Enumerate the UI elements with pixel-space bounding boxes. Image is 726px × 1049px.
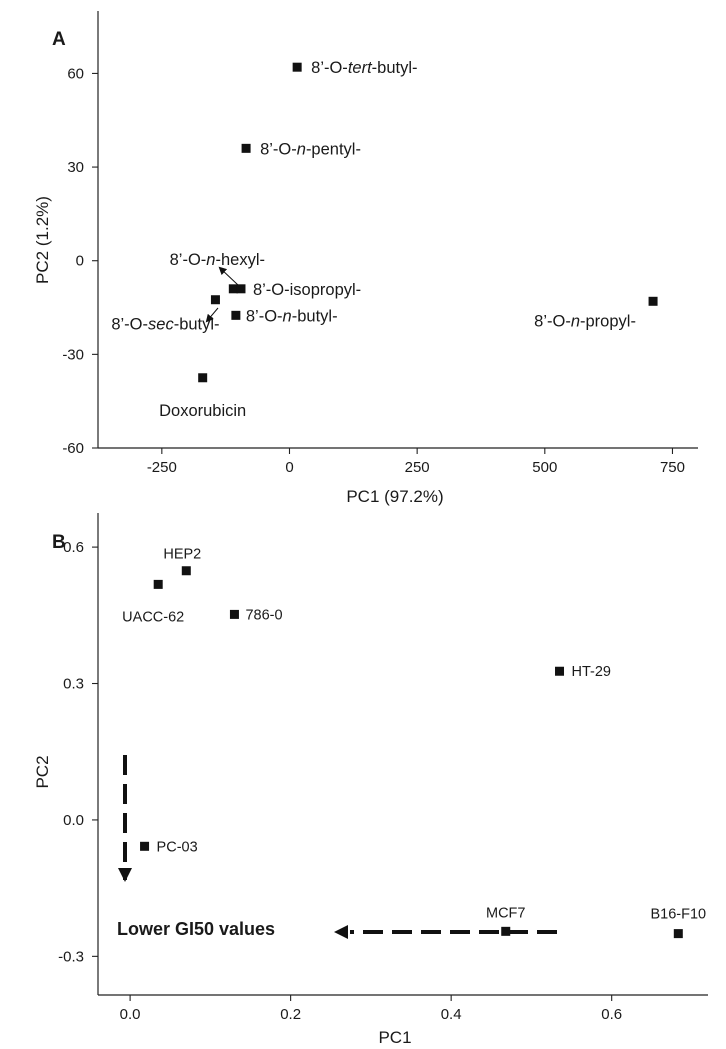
panel-a-point-label: 8’-O-n-hexyl- [170, 251, 265, 269]
panel-b-x-tick-label: 0.6 [601, 1006, 622, 1023]
vertical-arrow-head [118, 868, 132, 882]
panel-b-x-tick-label: 0.4 [441, 1006, 462, 1023]
panel-b-ticks: 0.0 0.2 0.4 0.6 -0.3 0.0 0.3 0.6 [58, 539, 622, 1023]
sec-butyl-pointer-arrow [205, 307, 219, 323]
panel-b-marker [140, 841, 150, 851]
panel-a-marker [292, 62, 302, 72]
panel-b-x-axis-title: PC1 [378, 1028, 411, 1047]
panel-a-marker [241, 143, 251, 153]
panel-a-x-tick-label: 750 [660, 459, 685, 476]
panel-b-point-label: HEP2 [163, 547, 201, 563]
panel-b-marker [181, 566, 191, 576]
horizontal-arrow-head [334, 925, 348, 939]
panel-b-point-label: MCF7 [486, 905, 525, 921]
panel-b-point-label: HT-29 [572, 664, 612, 680]
panel-a-y-tick-label: 0 [76, 253, 84, 270]
panel-a-marker [236, 284, 246, 294]
panel-b-marker [501, 926, 511, 936]
panel-a-point-label: 8’-O-isopropyl- [253, 281, 361, 299]
panel-a-x-tick-label: 500 [532, 459, 557, 476]
panel-b-point-label: B16-F10 [650, 907, 706, 923]
panel-b-point-label: PC-03 [157, 839, 198, 855]
panel-a-y-tick-label: 30 [67, 159, 84, 176]
panel-b-x-tick-label: 0.0 [120, 1006, 141, 1023]
panel-b-y-tick-label: -0.3 [58, 948, 84, 965]
panel-b-y-tick-label: 0.0 [63, 812, 84, 829]
panel-a-point-label: 8’-O-sec-butyl- [111, 316, 219, 334]
hexyl-pointer-arrow [218, 266, 239, 286]
panel-b-y-tick-label: 0.3 [63, 676, 84, 693]
panel-b-point-label: 786-0 [245, 607, 282, 623]
panel-a-x-tick-label: -250 [147, 459, 177, 476]
panel-b-chart: B 0.0 0.2 0.4 0.6 -0.3 0.0 0.3 0.6 HEP2 UACC-62 7… [33, 513, 708, 1047]
panel-a-x-tick-label: 250 [405, 459, 430, 476]
panel-b-letter: B [52, 532, 66, 553]
panel-a-x-tick-label: 0 [285, 459, 293, 476]
panel-b-y-axis-title: PC2 [33, 755, 52, 788]
panel-a-marker [228, 284, 238, 294]
panel-a-marker [648, 296, 658, 306]
panel-a-marker [210, 295, 220, 305]
panel-a-letter: A [52, 29, 66, 50]
panel-a-y-tick-label: 60 [67, 65, 84, 82]
lower-gi50-annotation: Lower GI50 values [117, 919, 275, 939]
panel-a-point-label: 8’-O-n-propyl- [534, 312, 636, 330]
panel-a-y-tick-label: -60 [62, 440, 84, 457]
panel-b-x-tick-label: 0.2 [280, 1006, 301, 1023]
panel-b-y-tick-label: 0.6 [63, 539, 84, 556]
panel-b-marker [673, 929, 683, 939]
panel-b-point-label: UACC-62 [122, 609, 184, 625]
panel-b-marker [153, 579, 163, 589]
panel-b-points [140, 566, 683, 939]
panel-a-marker [198, 373, 208, 383]
panel-a-points [198, 62, 658, 383]
panel-a-chart: A -250 0 250 500 750 -60 -30 0 30 60 8’-O-tert-bu… [33, 11, 698, 506]
panel-b-marker [229, 609, 239, 619]
panel-a-y-tick-label: -30 [62, 346, 84, 363]
panel-b-marker [555, 666, 565, 676]
panel-a-point-label: 8’-O-n-butyl- [246, 307, 338, 325]
panel-b-point-labels: HEP2 UACC-62 786-0 HT-29 PC-03 MCF7 B16-F10 [122, 547, 706, 923]
panel-a-x-axis-title: PC1 (97.2%) [346, 487, 443, 506]
panel-a-marker [231, 310, 241, 320]
panel-a-point-labels: 8’-O-tert-butyl- 8’-O-n-pentyl- 8’-O-n-hex… [111, 59, 636, 420]
panel-a-point-label: 8’-O-n-pentyl- [260, 140, 361, 158]
panel-a-point-label: Doxorubicin [159, 402, 246, 420]
panel-a-y-axis-title: PC2 (1.2%) [33, 196, 52, 284]
panel-a-ticks: -250 0 250 500 750 -60 -30 0 30 60 [62, 65, 685, 476]
panel-a-point-label: 8’-O-tert-butyl- [311, 59, 417, 77]
